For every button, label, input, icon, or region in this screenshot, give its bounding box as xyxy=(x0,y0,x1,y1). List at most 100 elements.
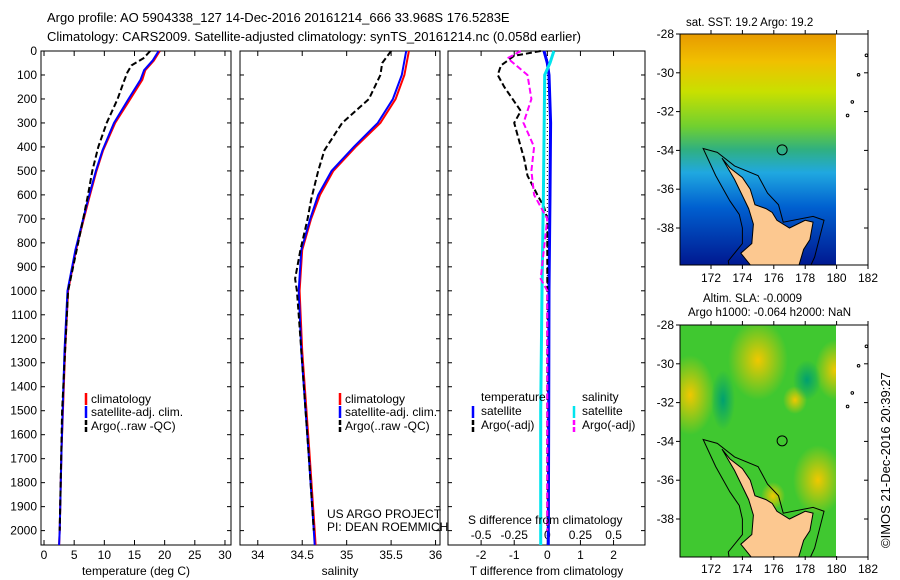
lon-tick-label: 176 xyxy=(764,562,784,576)
lat-tick-label: -34 xyxy=(657,434,675,448)
series-line-temperature-argo-adj- xyxy=(496,50,549,531)
y-tick-label: 1300 xyxy=(10,356,37,370)
sst-map-title: sat. SST: 19.2 Argo: 19.2 xyxy=(686,17,813,29)
imos-credit: ©IMOS 21-Dec-2016 20:39:27 xyxy=(878,372,893,548)
legend-label: climatology xyxy=(91,392,151,406)
series-line-salinity-satellite xyxy=(539,50,556,545)
y-tick-label: 1800 xyxy=(10,476,37,490)
legend-title-salinity: salinity xyxy=(582,390,619,404)
plot-frame xyxy=(447,50,646,546)
x-tick-label: 15 xyxy=(128,548,142,562)
lat-tick-label: -30 xyxy=(657,357,675,371)
y-tick-label: 1000 xyxy=(10,284,37,298)
island-icon xyxy=(864,53,869,58)
s-tick-label: -0.25 xyxy=(501,528,529,542)
x-tick-label: 35 xyxy=(340,548,354,562)
figure-title-line2: Climatology: CARS2009. Satellite-adjuste… xyxy=(47,29,581,44)
project-annotation: US ARGO PROJECT xyxy=(327,507,442,521)
legend-label: Argo(..raw -QC) xyxy=(345,419,430,433)
y-tick-label: 1400 xyxy=(10,380,37,394)
x-tick-label: 20 xyxy=(158,548,172,562)
lon-tick-label: 182 xyxy=(858,271,878,285)
argo-position-marker xyxy=(776,435,788,447)
lat-tick-label: -36 xyxy=(657,182,675,196)
difference-legend: temperature salinity satellite Argo(-adj… xyxy=(468,390,635,527)
lat-tick-label: -36 xyxy=(657,473,675,487)
lat-tick-label: -38 xyxy=(657,512,675,526)
y-tick-label: 1500 xyxy=(10,404,37,418)
lon-tick-label: 176 xyxy=(764,271,784,285)
sla-map: Altim. SLA: -0.0009 Argo h1000: -0.064 h… xyxy=(657,293,879,576)
y-tick-label: 800 xyxy=(17,236,37,250)
x-tick-label: -1 xyxy=(509,548,520,562)
legend-label: Argo(..raw -QC) xyxy=(91,419,176,433)
sla-map-title2: Argo h1000: -0.064 h2000: NaN xyxy=(688,307,851,319)
y-tick-label: 1900 xyxy=(10,500,37,514)
s-tick-label: 0.25 xyxy=(569,528,593,542)
x-tick-label: 34.5 xyxy=(291,548,315,562)
x-tick-label: -2 xyxy=(476,548,487,562)
legend-label: Argo(-adj) xyxy=(481,418,534,432)
lat-tick-label: -38 xyxy=(657,221,675,235)
lon-tick-label: 182 xyxy=(858,562,878,576)
s-diff-axis-label: S difference from climatology xyxy=(468,513,623,527)
plot-frame xyxy=(239,50,441,546)
x-tick-label: 30 xyxy=(218,548,232,562)
lat-tick-label: -28 xyxy=(657,27,675,41)
land-north-island xyxy=(721,157,814,265)
s-tick-label: 0.5 xyxy=(605,528,622,542)
island-icon xyxy=(845,113,850,118)
x-tick-label: 35.5 xyxy=(379,548,403,562)
series-line-argo-raw-qc- xyxy=(58,50,151,531)
lon-tick-label: 178 xyxy=(795,271,815,285)
bathymetry-contour xyxy=(702,438,825,557)
series-line-satellite-adj-clim- xyxy=(297,50,408,546)
x-tick-label: 0 xyxy=(41,548,48,562)
island-icon xyxy=(864,344,869,349)
y-tick-label: 400 xyxy=(17,140,37,154)
series-line-argo-raw-qc- xyxy=(294,50,392,531)
y-tick-label: 700 xyxy=(17,212,37,226)
series-line-satellite-adj-clim- xyxy=(58,50,160,546)
sla-map-title1: Altim. SLA: -0.0009 xyxy=(703,293,802,305)
island-icon xyxy=(845,404,850,409)
y-tick-label: 1100 xyxy=(11,308,37,322)
y-tick-label: 600 xyxy=(17,188,37,202)
legend-title-temperature: temperature xyxy=(481,390,546,404)
island-icon xyxy=(850,100,855,104)
lon-tick-label: 174 xyxy=(732,271,752,285)
temperature-panel: 0 5 10 15 20 25 30 temperature (deg C) 0 100 200 30… xyxy=(10,44,232,578)
plot-frame xyxy=(40,50,232,546)
pi-annotation: PI: DEAN ROEMMICH xyxy=(327,520,448,534)
legend-label: satellite xyxy=(481,404,522,418)
y-tick-label: 900 xyxy=(17,260,37,274)
sst-map: sat. SST: 19.2 Argo: 19.2 -28 -30 -32 -34 -3… xyxy=(657,17,879,285)
x-tick-label: 5 xyxy=(71,548,78,562)
salinity-panel: 34 34.5 35 35.5 36 salinity xyxy=(239,50,443,578)
figure-title-line1: Argo profile: AO 5904338_127 14-Dec-2016… xyxy=(47,10,510,25)
y-tick-label: 1600 xyxy=(10,428,37,442)
legend-label: satellite-adj. clim. xyxy=(91,405,183,419)
x-tick-label: 2 xyxy=(610,548,617,562)
island-icon xyxy=(856,363,861,368)
x-tick-label: 25 xyxy=(188,548,202,562)
y-tick-label: 1200 xyxy=(10,332,37,346)
lon-tick-label: 180 xyxy=(827,562,847,576)
lat-tick-label: -34 xyxy=(657,143,675,157)
x-tick-label: 34 xyxy=(251,548,265,562)
land-north-island xyxy=(721,448,814,557)
series-line-climatology xyxy=(58,50,161,546)
y-tick-label: 2000 xyxy=(10,524,37,538)
temperature-legend: climatology satellite-adj. clim. Argo(..… xyxy=(84,392,183,433)
lat-tick-label: -32 xyxy=(657,396,675,410)
x-tick-label: 0 xyxy=(544,548,551,562)
lon-tick-label: 172 xyxy=(701,562,721,576)
x-axis-label: temperature (deg C) xyxy=(82,564,190,578)
x-tick-label: 36 xyxy=(429,548,443,562)
y-tick-label: 100 xyxy=(17,68,37,82)
salinity-legend: climatology satellite-adj. clim. Argo(..… xyxy=(327,392,448,534)
lon-tick-label: 172 xyxy=(701,271,721,285)
series-line-salinity-argo-adj- xyxy=(505,50,549,531)
